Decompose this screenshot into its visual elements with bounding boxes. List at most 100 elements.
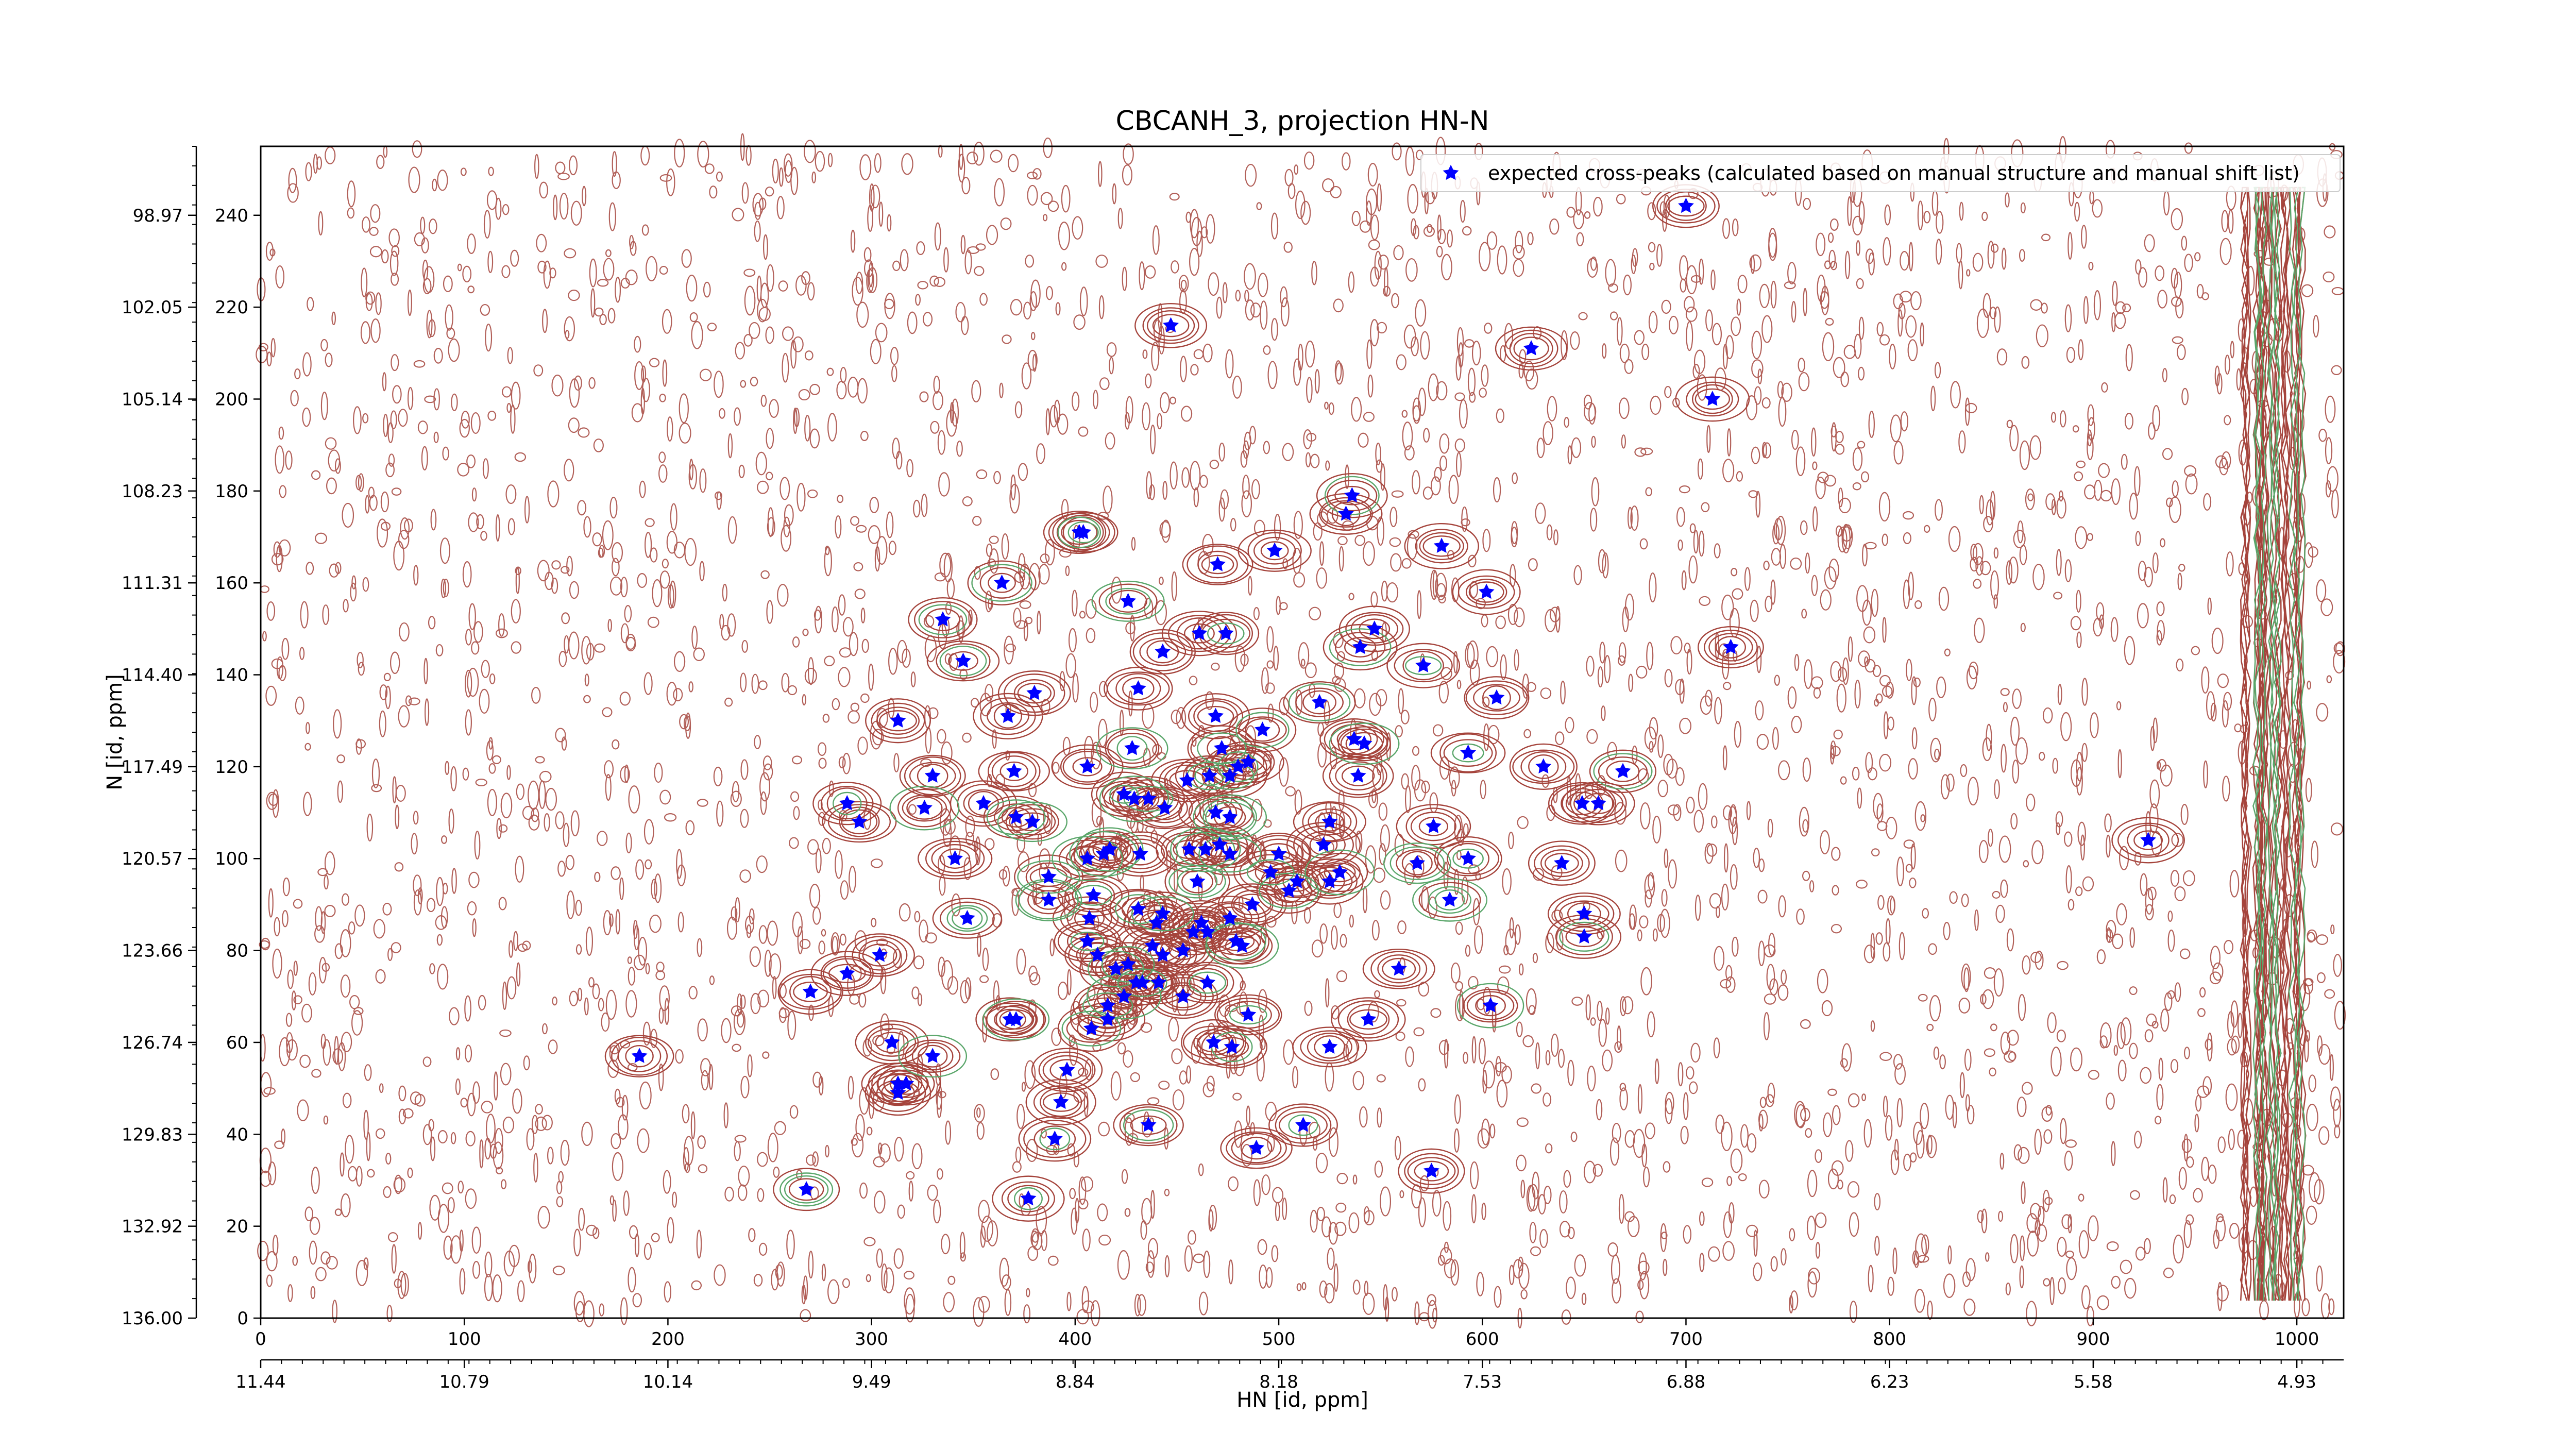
cross-peak [1040, 891, 1057, 907]
y2-tick-label: 123.66 [122, 941, 183, 962]
cross-peak [1425, 818, 1442, 833]
y2-tick-label: 105.14 [122, 389, 183, 410]
cross-peak [1553, 854, 1570, 870]
y-tick-label: 240 [215, 206, 248, 226]
cross-peak [1085, 887, 1101, 902]
chart-title: CBCANH_3, projection HN-N [1116, 106, 1489, 137]
cross-peak [975, 795, 992, 811]
plot-frame [260, 145, 2345, 1319]
cross-peak [1222, 909, 1238, 925]
cross-peak [1433, 537, 1450, 553]
x-tick-label: 0 [255, 1329, 266, 1350]
cross-peak [884, 1034, 900, 1050]
cross-peak [1576, 905, 1592, 921]
cross-peak [1197, 841, 1214, 856]
y2-tick-label: 120.57 [122, 849, 183, 869]
cross-peak [1008, 808, 1024, 824]
cross-peak [1266, 542, 1283, 558]
cross-peak [955, 652, 971, 668]
cross-peak [1108, 961, 1124, 976]
cross-peak [1020, 1190, 1037, 1206]
cross-peak [1213, 739, 1230, 755]
cross-peak [1140, 790, 1157, 806]
cross-peak [1148, 914, 1165, 930]
cross-peak [890, 1084, 906, 1100]
cross-peak [1478, 583, 1495, 599]
x2-tick-label: 8.84 [1056, 1372, 1095, 1392]
cross-peak [1523, 340, 1539, 356]
cross-peak [1140, 1117, 1157, 1132]
cross-peak [1208, 804, 1224, 820]
cross-peak [1409, 854, 1426, 870]
cross-peak [1576, 928, 1592, 944]
cross-peak [1391, 961, 1407, 976]
cross-peak [1024, 813, 1041, 829]
cross-peak [631, 1048, 648, 1063]
x2-tick-label: 10.14 [643, 1372, 693, 1392]
x2-tick-label: 4.93 [2277, 1372, 2316, 1392]
y2-tick-label: 129.83 [122, 1124, 183, 1145]
cross-peak [1124, 739, 1140, 755]
cross-peak [1222, 767, 1238, 783]
y2-tick-label: 117.49 [122, 757, 183, 778]
cross-peak [1099, 1011, 1116, 1026]
cross-peak [1095, 846, 1112, 861]
cross-peak [839, 965, 855, 981]
legend-box [1420, 154, 2341, 192]
cross-peak [1590, 795, 1606, 811]
cross-peak [1150, 974, 1167, 990]
cross-peak [1224, 1038, 1240, 1054]
cross-peak [1059, 1062, 1075, 1077]
cross-peak [1081, 909, 1097, 925]
cross-peak [1155, 947, 1171, 962]
cross-peak [1201, 767, 1218, 783]
cross-peak [1185, 923, 1201, 939]
cross-peak [1144, 937, 1161, 953]
cross-peak [1352, 638, 1368, 654]
cross-peak [839, 795, 855, 811]
cross-peak [1206, 1034, 1222, 1050]
cross-peak [1006, 763, 1022, 778]
cross-peak [1704, 391, 1721, 406]
cross-peak [1189, 873, 1206, 888]
cross-peak [959, 909, 975, 925]
cross-peak [1155, 643, 1171, 659]
y-tick-label: 160 [215, 573, 248, 594]
cross-peak [1722, 638, 1739, 654]
y2-tick-label: 132.92 [122, 1217, 183, 1237]
cross-peak [1344, 487, 1360, 502]
cross-peak [1295, 1117, 1311, 1132]
cross-peak [1132, 846, 1148, 861]
cross-peak [1240, 753, 1257, 769]
cross-peak [1262, 864, 1279, 880]
cross-peak [1254, 721, 1270, 737]
y-tick-label: 220 [215, 297, 248, 318]
cross-peak [1230, 758, 1246, 774]
y-tick-label: 100 [215, 849, 248, 869]
cross-peak [1075, 524, 1092, 540]
cross-peak [1157, 799, 1173, 815]
cross-peak [1130, 901, 1146, 916]
plot-layer: 0 100 200 300 400 500 600 700 800 900 1000 0 20 40 60 8… [122, 145, 2345, 1392]
cross-peak [1175, 988, 1191, 1003]
x-tick-label: 400 [1058, 1329, 1092, 1350]
cross-peak [1053, 1093, 1069, 1109]
cross-peak [1244, 896, 1261, 912]
cross-peak [798, 1181, 815, 1197]
x-tick-label: 500 [1262, 1329, 1296, 1350]
cross-peak [1460, 744, 1477, 760]
cross-peak [1126, 790, 1142, 806]
y2-tick-label: 111.31 [122, 573, 183, 594]
cross-peak [1423, 1162, 1439, 1178]
cross-peak [916, 799, 933, 815]
cross-peak [1134, 974, 1150, 990]
cross-peak [1289, 873, 1306, 888]
cross-peak [1574, 795, 1590, 811]
x2-tick-label: 5.58 [2074, 1372, 2113, 1392]
cross-peak [1270, 846, 1287, 861]
cross-peak [890, 712, 906, 728]
cross-peak [1163, 317, 1179, 332]
cross-peak [1350, 767, 1366, 783]
x2-tick-label: 10.79 [439, 1372, 489, 1392]
